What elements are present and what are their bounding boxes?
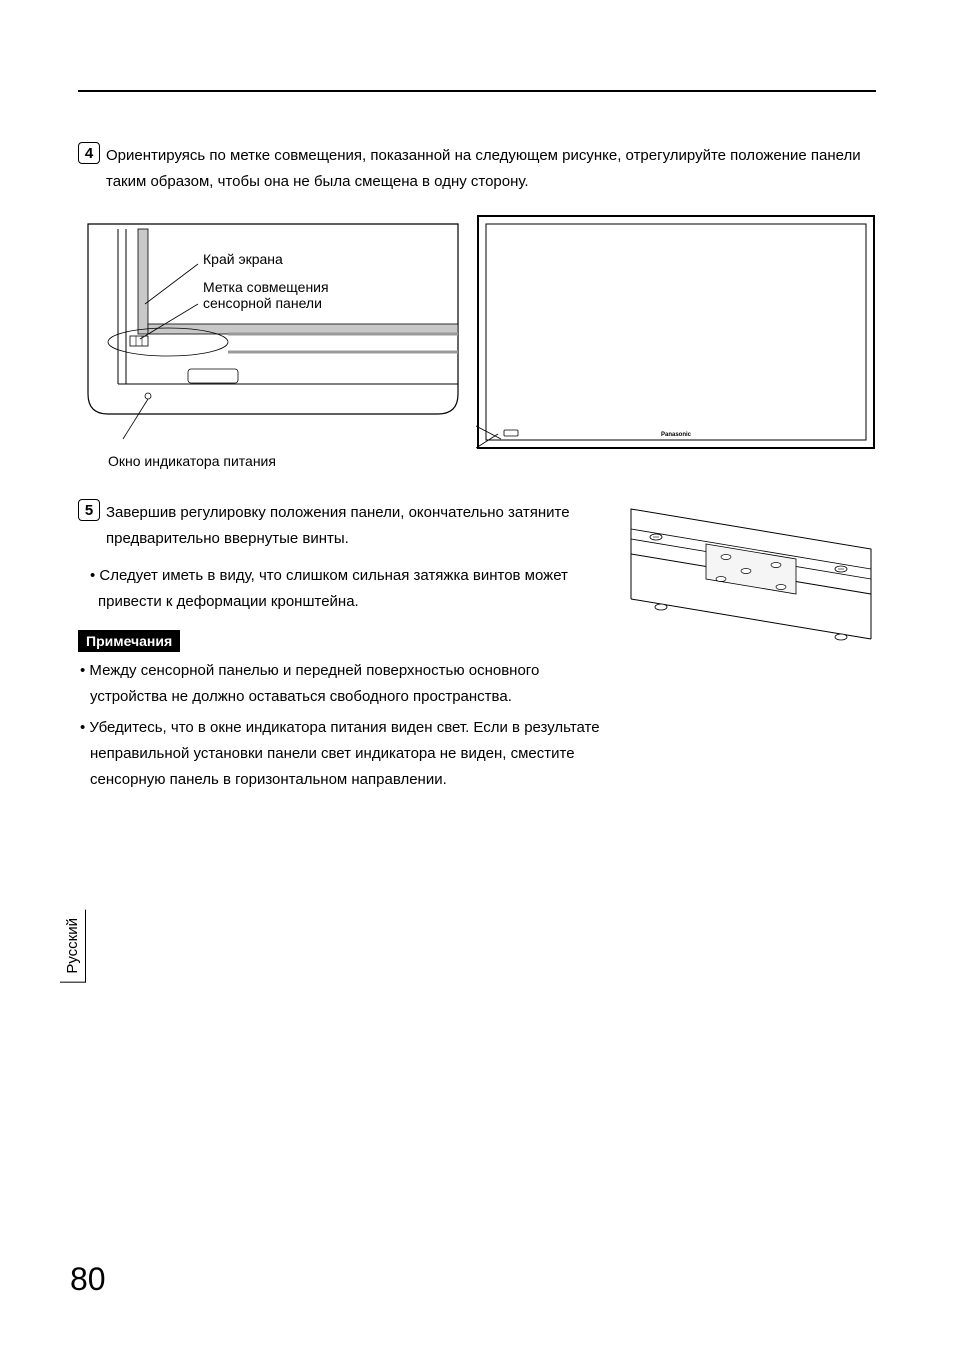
step-5-number: 5 <box>78 499 100 521</box>
figures-row: Край экрана Метка совмещения сенсорной п… <box>78 214 876 469</box>
page-number: 80 <box>70 1261 106 1298</box>
figure-display-front: Panasonic <box>476 214 876 469</box>
label-alignment-mark: Метка совмещения сенсорной панели <box>203 279 332 311</box>
top-divider <box>78 90 876 92</box>
bracket-svg <box>626 499 876 649</box>
language-tab: Русский <box>60 910 86 983</box>
step-5-bullet: Следует иметь в виду, что слишком сильна… <box>78 563 606 614</box>
step-5-text: Завершив регулировку положения панели, о… <box>106 499 606 551</box>
step-4-number: 4 <box>78 142 100 164</box>
figure1-caption: Окно индикатора питания <box>108 453 468 469</box>
label-screen-edge: Край экрана <box>203 251 283 267</box>
step-5-text-block: 5 Завершив регулировку положения панели,… <box>78 499 606 797</box>
notes-heading: Примечания <box>78 630 180 652</box>
figure-bracket-screws <box>626 499 876 654</box>
display-front-svg: Panasonic <box>476 214 876 459</box>
step-4-text: Ориентируясь по метке совмещения, показа… <box>106 142 876 194</box>
step-5-row: 5 Завершив регулировку положения панели,… <box>78 499 876 797</box>
corner-detail-svg: Край экрана Метка совмещения сенсорной п… <box>78 214 468 444</box>
step-5: 5 Завершив регулировку положения панели,… <box>78 499 606 551</box>
note-item-1: Между сенсорной панелью и передней повер… <box>78 658 606 711</box>
note-item-2: Убедитесь, что в окне индикатора питания… <box>78 715 606 794</box>
figure-corner-detail: Край экрана Метка совмещения сенсорной п… <box>78 214 468 469</box>
step-4: 4 Ориентируясь по метке совмещения, пока… <box>78 142 876 194</box>
page-container: 4 Ориентируясь по метке совмещения, пока… <box>0 0 954 1348</box>
brand-label: Panasonic <box>661 432 692 438</box>
